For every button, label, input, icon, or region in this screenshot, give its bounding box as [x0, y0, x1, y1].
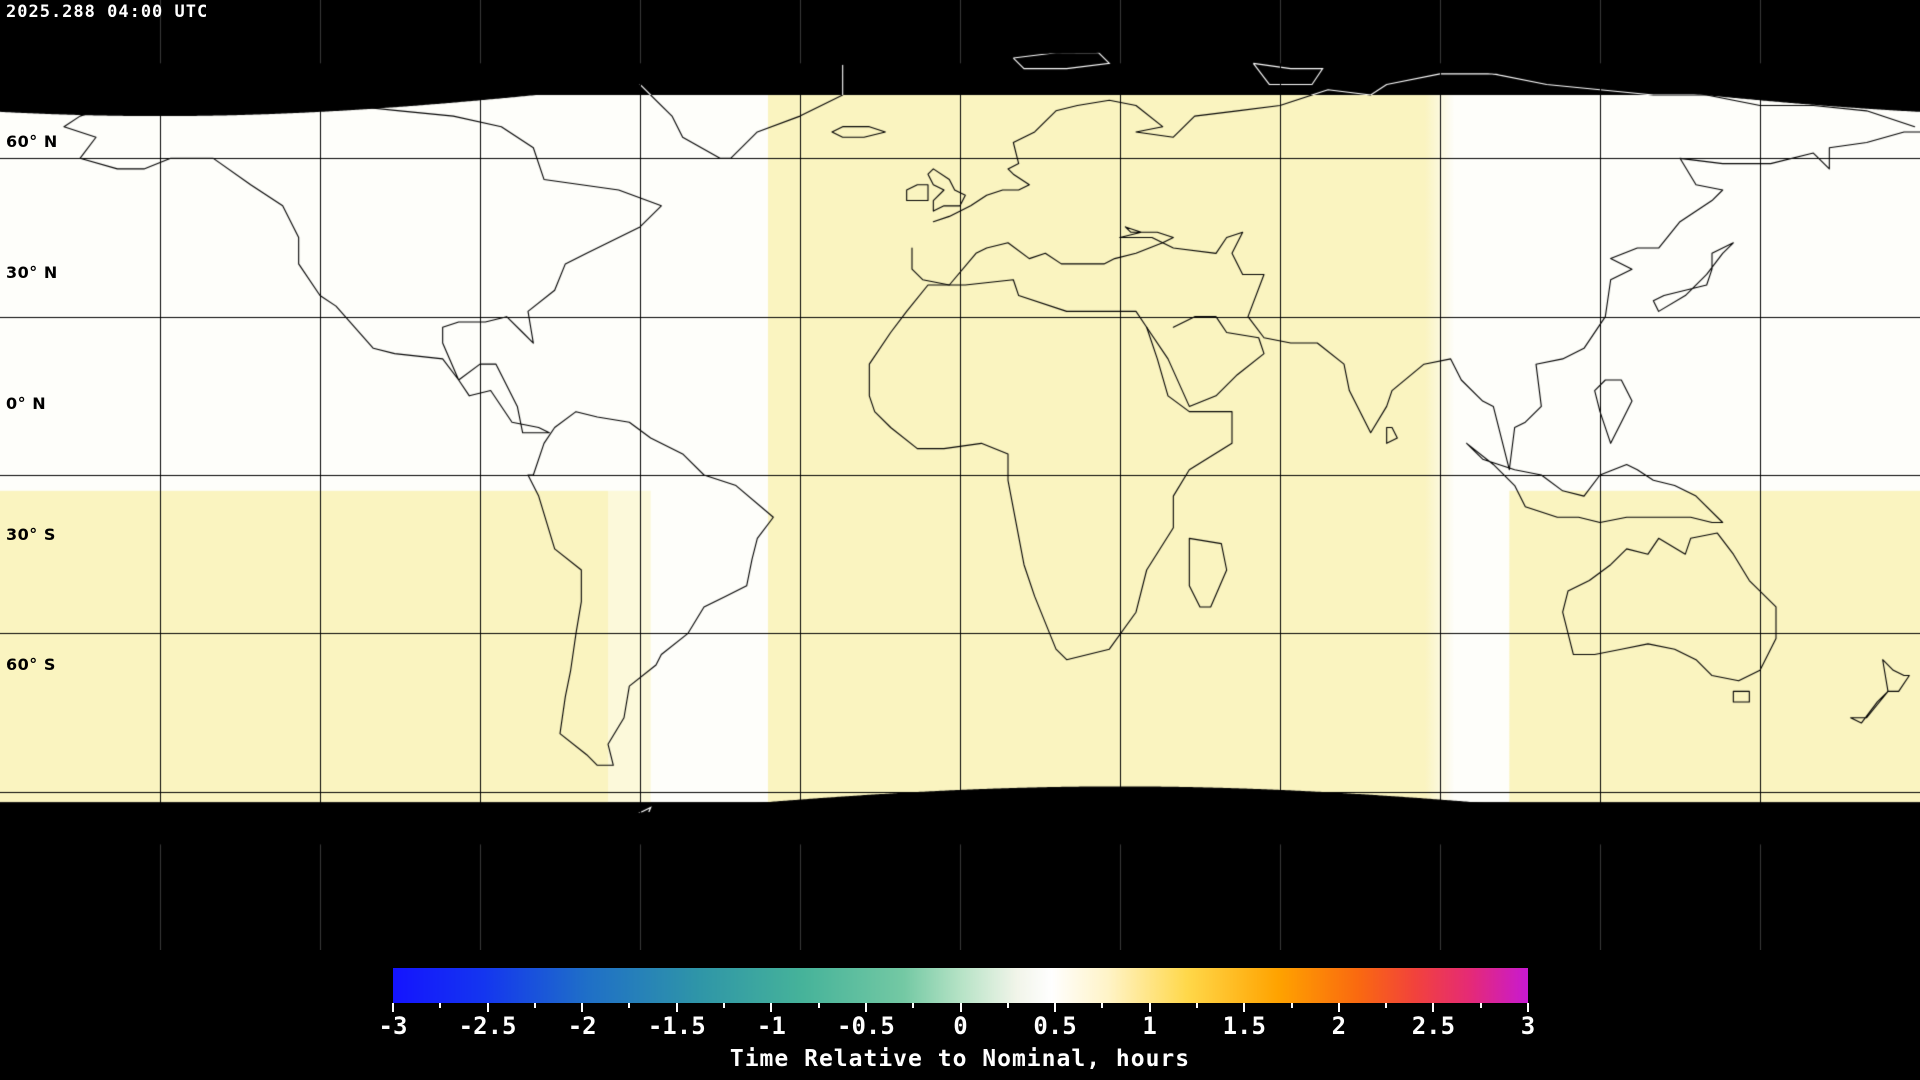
- colorbar-panel: -3 -2.5 -2 -1.5 -1 -0.5 0 0.5 1 1.5 2 2.5 3 Time Rel…: [0, 950, 1920, 1080]
- colorbar-tick: [1432, 1003, 1435, 1012]
- colorbar-title: Time Relative to Nominal, hours: [729, 1046, 1191, 1072]
- latitude-label-30n: 30° N: [6, 263, 58, 282]
- colorbar-minor-tick: [1290, 1003, 1293, 1008]
- colorbar-tick-label: 1.5: [1222, 1012, 1266, 1040]
- colorbar-tick-label: 1: [1142, 1012, 1157, 1040]
- colorbar-tick-label: -2.5: [458, 1012, 517, 1040]
- colorbar-tick-label: 3: [1520, 1012, 1536, 1040]
- colorbar-tick-label: 0: [953, 1012, 968, 1040]
- colorbar-tick: [392, 1003, 394, 1012]
- colorbar-minor-tick: [628, 1003, 631, 1008]
- colorbar-tick: [864, 1003, 867, 1012]
- colorbar-minor-tick: [1195, 1003, 1198, 1008]
- colorbar-minor-tick: [533, 1003, 536, 1008]
- colorbar-tick-label: 2.5: [1411, 1012, 1456, 1040]
- colorbar-gradient: [393, 968, 1528, 1003]
- colorbar-tick-label: -3: [378, 1012, 408, 1040]
- colorbar-minor-tick: [1101, 1003, 1104, 1008]
- colorbar-tick: [581, 1003, 584, 1012]
- colorbar-tick-label: 0.5: [1033, 1012, 1077, 1040]
- latitude-label-0n: 0° N: [6, 394, 47, 413]
- timestamp-label: 2025.288 04:00 UTC: [6, 2, 209, 22]
- latitude-label-60n: 60° N: [6, 132, 58, 151]
- colorbar-tick: [486, 1003, 489, 1012]
- latitude-label-30s: 30° S: [6, 525, 56, 544]
- colorbar-minor-tick: [1479, 1003, 1482, 1008]
- latitude-label-60s: 60° S: [6, 655, 56, 674]
- colorbar-tick: [770, 1003, 773, 1012]
- colorbar-tick-label: -1.5: [647, 1012, 706, 1040]
- colorbar-tick: [1148, 1003, 1151, 1012]
- colorbar-minor-tick: [912, 1003, 915, 1008]
- colorbar-tick-label: -1: [756, 1012, 786, 1040]
- colorbar-tick: [1337, 1003, 1340, 1012]
- colorbar-tick: [1243, 1003, 1246, 1012]
- colorbar-tick: [1527, 1003, 1529, 1012]
- colorbar-minor-tick: [817, 1003, 820, 1008]
- colorbar-tick-label: -0.5: [837, 1012, 895, 1040]
- colorbar-tick-label: -2: [567, 1012, 597, 1040]
- colorbar-minor-tick: [723, 1003, 726, 1008]
- colorbar-minor-tick: [439, 1003, 442, 1008]
- colorbar-tick: [1054, 1003, 1057, 1012]
- colorbar-tick: [959, 1003, 962, 1012]
- world-map-canvas: [0, 0, 1920, 950]
- colorbar-tick: [675, 1003, 678, 1012]
- colorbar-minor-tick: [1006, 1003, 1009, 1008]
- colorbar-minor-tick: [1385, 1003, 1388, 1008]
- colorbar-tick-label: 2: [1331, 1012, 1347, 1040]
